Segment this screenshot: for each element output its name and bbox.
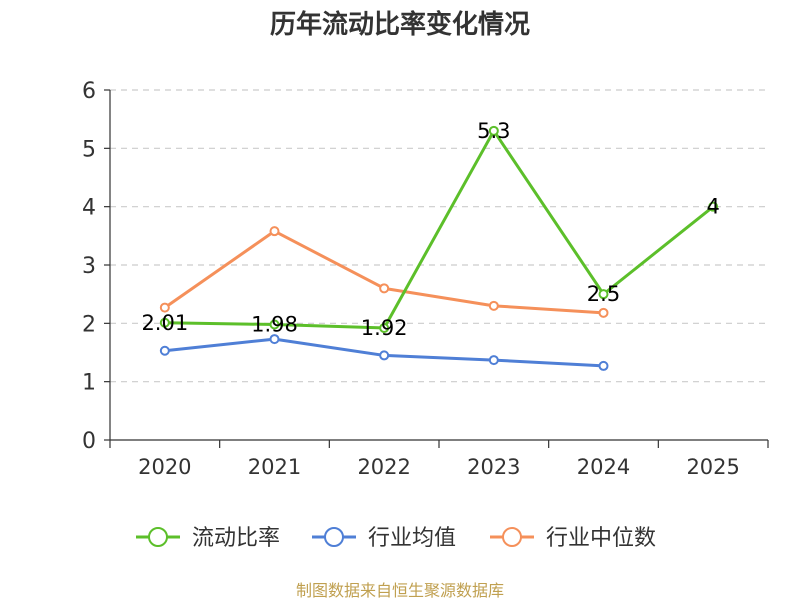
y-tick-label-3: 3: [82, 254, 96, 279]
axes: 0 1 2 3 4 5 6 2020 2021 2022 2023 2024 2025: [82, 79, 769, 479]
series-line-0: [164, 129, 715, 330]
data-point-0-2: [379, 323, 390, 333]
data-point-1-2: [379, 350, 390, 361]
legend-marker-0: [148, 527, 168, 547]
grid-lines: [110, 89, 768, 383]
legend[interactable]: 流动比率 行业均值 行业中位数: [136, 526, 656, 551]
data-label-0-3: 5.3: [477, 119, 510, 143]
data-point-2-0: [159, 302, 170, 313]
data-label-0-5: 4: [706, 195, 719, 219]
x-tick-label-2020: 2020: [138, 455, 191, 479]
x-tick-label-2025: 2025: [686, 455, 739, 479]
x-tick-label-2024: 2024: [577, 455, 630, 479]
data-point-2-1: [269, 226, 280, 237]
data-point-1-4: [598, 360, 609, 371]
data-point-1-3: [488, 355, 499, 366]
legend-label-0: 流动比率: [192, 526, 280, 551]
data-point-2-4: [598, 307, 609, 318]
data-point-0-4: [598, 289, 609, 300]
data-label-0-2: 1.92: [361, 316, 408, 340]
y-tick-label-0: 0: [82, 429, 96, 454]
legend-marker-2: [502, 527, 522, 547]
legend-marker-1: [324, 527, 344, 547]
data-point-2-2: [379, 283, 390, 294]
series-line-2: [163, 229, 604, 315]
y-tick-label-5: 5: [82, 137, 96, 162]
data-label-0-1: 1.98: [251, 313, 298, 337]
x-tick-label-2023: 2023: [467, 455, 520, 479]
y-tick-label-2: 2: [82, 312, 96, 337]
x-tick-label-2021: 2021: [248, 455, 301, 479]
y-tick-label-4: 4: [82, 196, 96, 221]
y-tick-label-6: 6: [82, 79, 96, 104]
legend-label-1: 行业均值: [368, 526, 456, 551]
series-lines: [159, 125, 719, 371]
data-point-0-3: [488, 125, 499, 136]
data-point-0-5: [708, 201, 719, 212]
data-label-0-0: 2.01: [141, 311, 188, 335]
data-label-0-4: 2.5: [587, 282, 620, 306]
data-labels: 2.01 1.98 1.92 5.3 2.5 4: [141, 119, 719, 340]
legend-label-2: 行业中位数: [546, 526, 656, 551]
data-point-1-0: [159, 345, 170, 356]
data-point-0-1: [269, 319, 280, 330]
data-point-2-3: [488, 300, 499, 311]
chart-title: 历年流动比率变化情况: [270, 9, 530, 40]
data-point-1-1: [269, 334, 280, 345]
data-point-0-0: [159, 317, 170, 328]
x-tick-label-2022: 2022: [357, 455, 410, 479]
y-tick-label-1: 1: [82, 371, 96, 396]
source-note: 制图数据来自恒生聚源数据库: [296, 581, 504, 600]
